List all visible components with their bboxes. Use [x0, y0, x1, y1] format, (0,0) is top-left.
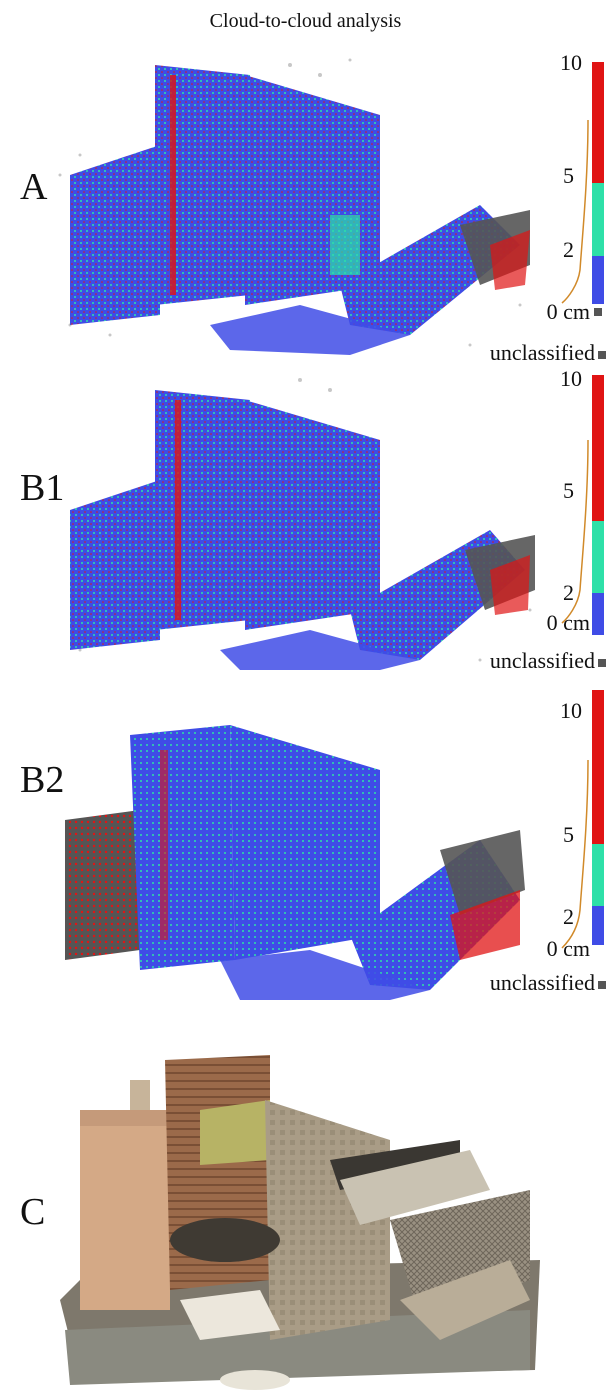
panel-label-a: A: [20, 166, 48, 208]
scale-tick-10-a: 10: [560, 50, 582, 75]
scale-tick-5-a: 5: [563, 163, 574, 188]
textured-model-c: [60, 1055, 540, 1390]
scale-tick-2-b1: 2: [563, 580, 574, 605]
panel-label-b2: B2: [20, 759, 65, 801]
figure-title: Cloud-to-cloud analysis: [209, 10, 402, 32]
color-scale-bar-b1: [592, 375, 604, 635]
scale-tick-10-b1: 10: [560, 366, 582, 391]
scale-tick-zero-a: 0 cm: [546, 299, 590, 324]
unclassified-label-b1: unclassified: [490, 648, 606, 674]
scale-tick-5-b1: 5: [563, 478, 574, 503]
scale-tick-10-b2: 10: [560, 698, 582, 723]
panel-label-c: C: [20, 1191, 46, 1233]
distribution-curve-b1: [561, 440, 589, 624]
panel-a: A 10 5 2 0 cm unclassi: [0, 0, 611, 370]
scale-tick-2-a: 2: [563, 237, 574, 262]
color-scale-bar-b2: [592, 690, 604, 945]
point-cloud-b2: [65, 725, 525, 1000]
scale-tick-2-b2: 2: [563, 904, 574, 929]
distribution-curve-b2: [561, 760, 589, 949]
point-cloud-a: [58, 58, 530, 355]
panel-b1: B1 10 5 2 0 cm unclassified: [0, 366, 611, 700]
unclassified-swatch-a: [594, 308, 602, 316]
color-scale-bar-a: [592, 62, 604, 304]
distribution-curve-a: [561, 120, 589, 304]
panel-c: C: [0, 1040, 611, 1390]
point-cloud-b1: [70, 378, 535, 670]
scale-tick-5-b2: 5: [563, 822, 574, 847]
unclassified-label-a: unclassified: [490, 340, 606, 366]
panel-b2: B2 10 5 2 0 cm unclassified: [0, 690, 611, 1030]
panel-label-b1: B1: [20, 467, 65, 509]
unclassified-label-b2: unclassified: [490, 970, 606, 996]
scale-tick-zero-b1: 0 cm: [546, 610, 590, 635]
